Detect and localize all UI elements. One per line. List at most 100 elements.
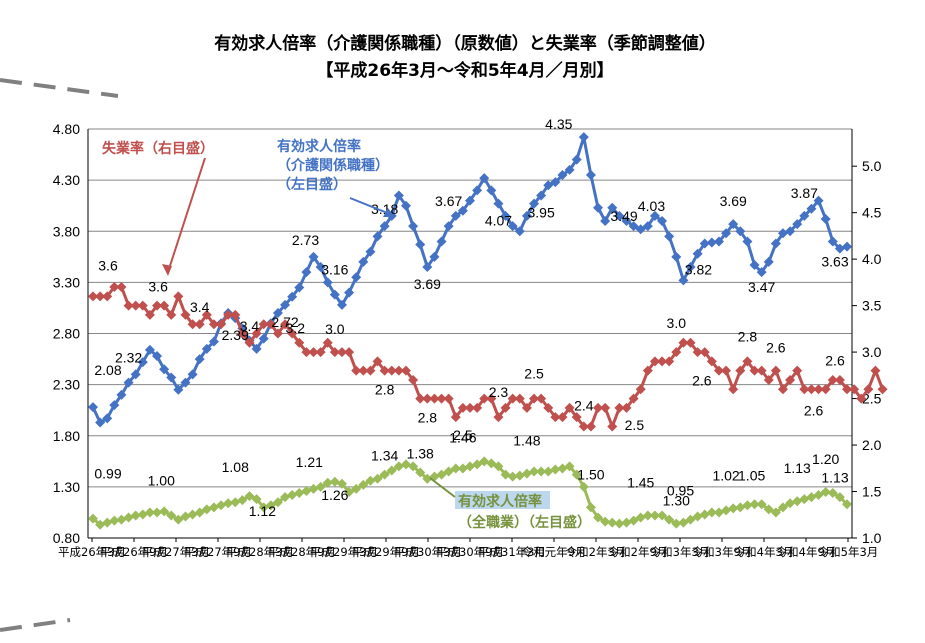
series-point-unemp <box>386 365 397 376</box>
series-point-care <box>770 238 781 249</box>
series-point-care <box>465 195 475 206</box>
series-point-care <box>649 210 660 221</box>
series-point-all <box>692 511 703 522</box>
series-point-unemp <box>799 384 810 395</box>
series-point-all <box>415 467 426 478</box>
left-tick-label: 1.30 <box>53 479 80 495</box>
series-point-care <box>799 210 810 221</box>
series-point-all <box>756 499 767 510</box>
series-point-care <box>95 417 106 428</box>
series-point-unemp <box>201 309 212 320</box>
series-point-all <box>393 461 404 472</box>
series-point-unemp <box>223 309 234 320</box>
series-point-all <box>728 503 739 514</box>
x-tick-label: 平成26年9月 <box>100 545 168 559</box>
series-point-unemp <box>678 337 689 348</box>
series-point-care <box>614 210 625 221</box>
data-label-care: 2.39 <box>222 327 249 343</box>
series-point-unemp <box>479 393 490 404</box>
series-point-unemp <box>379 365 390 376</box>
series-point-care <box>692 248 703 259</box>
series-point-unemp <box>486 393 497 404</box>
data-label-unemp: 3.6 <box>148 279 168 295</box>
series-point-care <box>180 377 191 388</box>
series-point-care <box>322 277 333 288</box>
series-point-unemp <box>429 393 440 404</box>
series-point-care <box>550 177 561 188</box>
x-tick-label: 平成28年9月 <box>268 545 336 559</box>
series-point-unemp <box>88 291 98 302</box>
series-point-unemp <box>863 384 874 395</box>
chart-subtitle: 【平成26年3月～令和5年4月／月別】 <box>316 60 613 81</box>
series-point-care <box>450 210 461 221</box>
data-label-all: 1.13 <box>784 460 811 476</box>
series-point-all <box>557 463 568 474</box>
series-point-unemp <box>671 347 682 358</box>
series-point-care <box>621 216 632 227</box>
series-point-unemp <box>870 365 881 376</box>
left-tick-label: 1.80 <box>53 428 80 444</box>
annotation-care: （介護関係職種） <box>277 157 389 174</box>
series-point-care <box>834 243 845 254</box>
series-point-all <box>770 507 781 518</box>
data-label-care: 3.87 <box>791 185 818 201</box>
data-label-all: 1.50 <box>577 466 604 482</box>
series-point-all <box>208 502 219 513</box>
series-point-unemp <box>308 347 319 358</box>
series-point-unemp <box>827 374 838 385</box>
series-point-unemp <box>351 365 362 376</box>
series-point-unemp <box>393 365 404 376</box>
series-point-unemp <box>763 374 774 385</box>
series-point-unemp <box>834 374 845 385</box>
annotation-unemployment: 失業率（右目盛） <box>102 140 214 157</box>
series-point-all <box>649 510 660 521</box>
series-point-care <box>806 203 817 214</box>
series-point-unemp <box>749 365 760 376</box>
data-label-all: 1.20 <box>812 451 839 467</box>
series-point-all <box>308 483 319 494</box>
series-point-all <box>500 469 511 480</box>
series-point-care <box>280 299 291 310</box>
series-point-all <box>628 515 639 526</box>
series-point-unemp <box>194 319 205 330</box>
series-point-all <box>593 512 604 523</box>
series-point-care <box>429 251 440 262</box>
series-point-all <box>244 491 255 502</box>
series-point-care <box>820 213 831 224</box>
data-label-all: 1.08 <box>222 459 249 475</box>
series-point-care <box>699 238 710 249</box>
left-tick-label: 4.30 <box>53 172 80 188</box>
series-point-care <box>742 236 753 247</box>
series-point-care <box>251 343 262 354</box>
x-tick-label: 平成29年9月 <box>352 545 420 559</box>
series-point-unemp <box>657 356 668 367</box>
annotation-arrow-all <box>429 477 456 498</box>
series-point-unemp <box>472 402 483 413</box>
series-point-unemp <box>571 412 582 423</box>
data-label-care: 3.47 <box>748 279 775 295</box>
series-point-all <box>159 506 170 517</box>
left-tick-label: 4.80 <box>53 121 80 137</box>
series-point-all <box>486 458 497 469</box>
series-point-all <box>386 465 397 476</box>
annotation-all-occupations: 有効求人倍率 <box>458 493 542 510</box>
series-point-unemp <box>244 337 255 348</box>
data-label-all: 0.99 <box>94 466 121 482</box>
series-point-care <box>657 216 668 227</box>
series-point-all <box>137 509 148 520</box>
series-point-all <box>578 481 589 492</box>
series-point-all <box>749 499 760 510</box>
series-point-unemp <box>614 402 625 413</box>
series-point-all <box>201 504 212 515</box>
right-tick-label: 1.5 <box>862 484 882 500</box>
series-point-care <box>564 164 575 175</box>
series-point-all <box>699 509 710 520</box>
data-label-unemp: 2.4 <box>574 397 594 413</box>
series-point-care <box>457 205 468 216</box>
series-point-unemp <box>728 384 739 395</box>
series-point-care <box>514 226 525 237</box>
left-tick-label: 2.80 <box>53 326 80 342</box>
data-label-all: 1.46 <box>449 429 476 445</box>
series-point-all <box>571 469 582 480</box>
